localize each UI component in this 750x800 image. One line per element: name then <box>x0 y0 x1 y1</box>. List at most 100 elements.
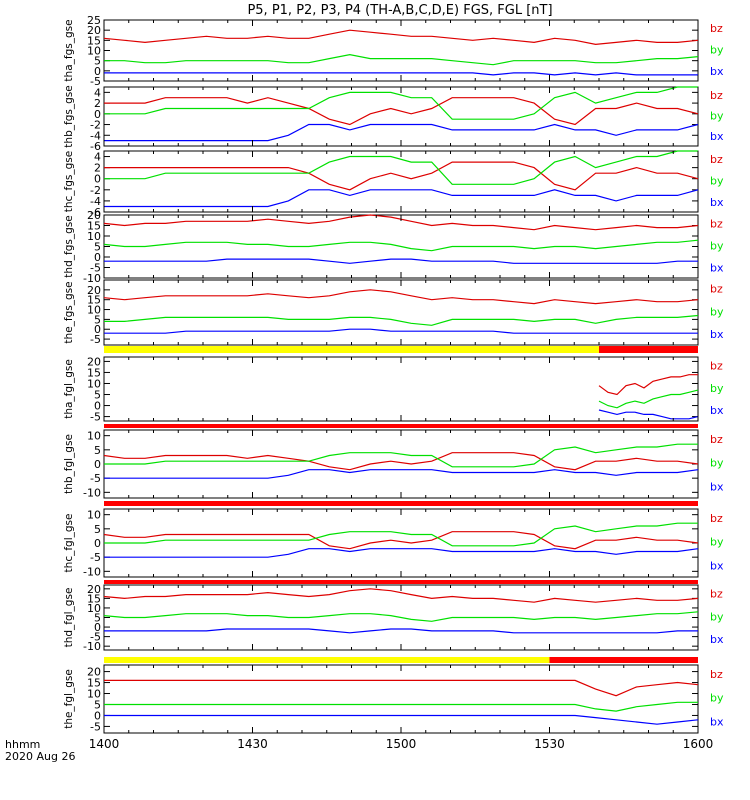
series-line-bz <box>104 161 699 191</box>
panel-frame <box>103 19 699 82</box>
y-axis-label: tha_fgs_gse <box>63 19 75 81</box>
panel-frame <box>103 86 699 147</box>
legend-bx: bx <box>710 196 724 209</box>
y-axis-label: the_fgl_gse <box>63 669 75 729</box>
series-line-bz <box>104 97 699 126</box>
y-tick-label: 0 <box>94 108 101 121</box>
y-axis-label: thd_fgs_gse <box>63 215 75 277</box>
panel-thb_fgs_gse: 420-2-4-6 thb_fgs_gse bz by bx <box>63 85 724 153</box>
y-tick-label: 5 <box>94 612 101 625</box>
y-tick-label: -10 <box>83 565 101 578</box>
legend-bx: bx <box>710 328 724 341</box>
y-tick-label: 0 <box>94 323 101 336</box>
legend-by: by <box>710 457 724 470</box>
legend-by: by <box>710 536 724 549</box>
y-axis-label: thc_fgs_gse <box>63 151 75 212</box>
legend-bx: bx <box>710 715 724 728</box>
panel-frame <box>103 664 699 734</box>
y-tick-label: -5 <box>90 472 101 485</box>
mode-bar-yellow <box>104 657 550 663</box>
series-line-by <box>104 314 699 326</box>
y-tick-label: 5 <box>94 698 101 711</box>
series-line-bx <box>104 628 698 634</box>
series-line-bx <box>104 714 699 725</box>
series-line-by <box>104 53 699 66</box>
series-line-bx <box>104 189 699 208</box>
y-tick-label: 0 <box>94 458 101 471</box>
y-tick-label: 15 <box>87 366 101 379</box>
legend-by: by <box>710 174 724 187</box>
y-tick-label: 4 <box>94 151 101 164</box>
series-line-bx <box>104 548 699 558</box>
series-line-by <box>104 522 698 547</box>
panel-frame <box>103 279 699 346</box>
y-tick-label: -5 <box>90 631 101 644</box>
y-tick-label: -10 <box>83 640 101 653</box>
y-tick-label: -5 <box>90 262 101 275</box>
series-line-by <box>104 701 698 712</box>
mode-bars <box>104 346 698 663</box>
legend-bz: bz <box>710 283 723 296</box>
x-tick-label: 1400 <box>89 737 120 751</box>
y-tick-label: 25 <box>87 14 101 27</box>
legend-bz: bz <box>710 588 723 601</box>
y-tick-label: 15 <box>87 677 101 690</box>
series-line-bz <box>104 679 699 697</box>
series-line-bx <box>104 258 698 264</box>
y-axis-label: thc_fgl_gse <box>63 514 75 573</box>
legend-bx: bx <box>710 65 724 78</box>
y-tick-label: -5 <box>90 551 101 564</box>
legend-by: by <box>710 110 724 123</box>
y-tick-label: 5 <box>94 241 101 254</box>
panel-frame <box>103 429 699 499</box>
y-tick-label: -5 <box>90 333 101 346</box>
legend-bz: bz <box>710 217 723 230</box>
x-tick-label: 1530 <box>534 737 565 751</box>
y-tick-label: 5 <box>94 313 101 326</box>
y-tick-label: -2 <box>90 119 101 132</box>
plot-title: P5, P1, P2, P3, P4 (TH-A,B,C,D,E) FGS, F… <box>247 3 552 18</box>
legend-bz: bz <box>710 512 723 525</box>
series-line-by <box>598 389 699 409</box>
y-tick-label: 5 <box>94 389 101 402</box>
y-tick-label: 2 <box>94 97 101 110</box>
y-tick-label: 10 <box>87 430 101 443</box>
y-tick-label: 0 <box>94 537 101 550</box>
mode-bar-red <box>599 346 698 353</box>
y-tick-label: -5 <box>90 720 101 733</box>
legend-bz: bz <box>710 153 723 166</box>
legend-bx: bx <box>710 130 724 143</box>
legend-bz: bz <box>710 89 723 102</box>
y-tick-label: 15 <box>87 294 101 307</box>
y-tick-label: 0 <box>94 709 101 722</box>
y-axis-label: thb_fgs_gse <box>63 85 75 147</box>
y-tick-label: 10 <box>87 509 101 522</box>
legend-bx: bx <box>710 404 724 417</box>
series-line-bx <box>104 123 699 142</box>
y-tick-label: 5 <box>94 523 101 536</box>
legend-bz: bz <box>710 668 723 681</box>
y-tick-label: 20 <box>87 284 101 297</box>
series-line-bx <box>104 469 699 479</box>
series-line-bz <box>103 452 699 471</box>
y-tick-label: -6 <box>90 206 101 219</box>
y-tick-label: -5 <box>90 411 101 424</box>
legend-by: by <box>710 43 724 56</box>
legend-bz: bz <box>710 22 723 35</box>
panel-frame <box>103 508 699 578</box>
y-tick-label: 5 <box>94 55 101 68</box>
y-tick-label: -10 <box>83 486 101 499</box>
y-tick-label: 0 <box>94 173 101 186</box>
y-tick-label: 4 <box>94 86 101 99</box>
x-tick-label: 1500 <box>386 737 417 751</box>
series-line-bz <box>103 531 699 550</box>
y-tick-label: 5 <box>94 444 101 457</box>
x-axis-corner-date: 2020 Aug 26 <box>5 750 75 763</box>
y-tick-label: 10 <box>87 602 101 615</box>
y-tick-label: 2 <box>94 162 101 175</box>
